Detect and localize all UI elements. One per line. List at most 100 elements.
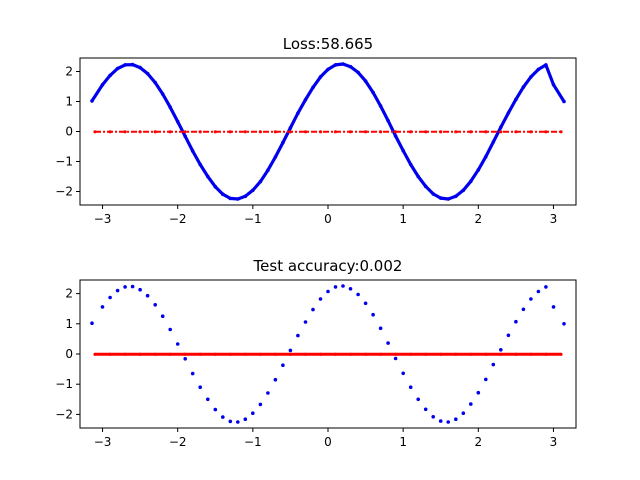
- subplot-test-accuracy-series-0-point: [536, 289, 541, 294]
- subplot-test-accuracy-series-1-point: [424, 352, 428, 356]
- subplot-loss-series-0-point: [356, 70, 360, 75]
- subplot-test-accuracy-series-0-point: [100, 305, 105, 309]
- subplot-test-accuracy: Test accuracy:0.002 −3 −2 −1 0 1 2 3 −2 −1 0 1 2: [55, 257, 577, 449]
- subplot-test-accuracy-series-0-point: [348, 287, 353, 291]
- subplot-loss-series-0-point: [499, 125, 503, 130]
- subplot-test-accuracy-series-0-point: [303, 320, 308, 324]
- subplot-loss-series-0-point: [160, 92, 165, 96]
- subplot-test-accuracy-series-0-point: [371, 312, 375, 317]
- subplot-test-accuracy-series-0-point: [333, 285, 338, 289]
- subplot-test-accuracy-series-0-point: [491, 362, 496, 367]
- subplot-test-accuracy-series-0-point: [251, 411, 255, 416]
- subplot-loss-series-1-point: [228, 130, 232, 134]
- subplot-test-accuracy-series-0-point: [363, 301, 368, 306]
- subplot-test-accuracy-series-0-point: [153, 303, 157, 307]
- subplot-test-accuracy-y-tick-label: −2: [55, 407, 73, 421]
- subplot-loss-series-0-point: [461, 188, 466, 193]
- subplot-test-accuracy-series-1-point: [544, 352, 548, 356]
- subplot-test-accuracy-y-tick-label: 0: [65, 347, 73, 361]
- subplot-loss-series-0-point: [243, 194, 248, 199]
- subplot-loss-series-0-point: [175, 119, 180, 124]
- subplot-test-accuracy-series-0-point: [416, 397, 421, 402]
- subplot-loss-series-0-point: [551, 82, 556, 87]
- subplot-loss-series-1: [93, 130, 563, 134]
- subplot-loss-series-0-point: [288, 126, 293, 130]
- subplot-test-accuracy-series-0-point: [521, 307, 526, 312]
- subplot-loss-series-0-point: [153, 80, 157, 85]
- subplot-test-accuracy-series-1-point: [243, 352, 247, 356]
- subplot-test-accuracy-series-0-point: [401, 371, 406, 376]
- subplot-test-accuracy-series-1-point: [258, 352, 262, 356]
- subplot-loss-series-0-point: [423, 184, 428, 189]
- subplot-test-accuracy-series-0-point: [551, 305, 556, 309]
- subplot-loss-series-0-point: [454, 194, 458, 199]
- subplot-test-accuracy-series-1-point: [228, 352, 232, 356]
- subplot-loss-series-0-point: [145, 71, 150, 76]
- subplot-loss-series-0-point: [401, 148, 406, 153]
- subplot-loss-x-tick-label: −3: [94, 212, 112, 226]
- subplot-loss-series-1-point: [303, 130, 308, 134]
- subplot-test-accuracy-x-tick-label: −1: [244, 435, 262, 449]
- subplot-loss-series-1-point: [559, 130, 563, 134]
- subplot-test-accuracy-series-0-point: [446, 420, 451, 424]
- subplot-loss-series-1-point: [499, 130, 503, 134]
- subplot-test-accuracy-series-1-point: [168, 352, 172, 356]
- subplot-test-accuracy-series-0-point: [115, 288, 120, 293]
- subplot-test-accuracy-series-0-point: [160, 314, 165, 319]
- subplot-test-accuracy-series-0-point: [514, 319, 518, 324]
- subplot-loss-y-tick-label: 2: [65, 65, 73, 79]
- subplot-test-accuracy-series-0-point: [198, 385, 202, 390]
- subplot-loss-series-0-point: [198, 162, 202, 167]
- subplot-loss-series-1-point: [454, 130, 458, 134]
- subplot-loss-x-tick-label: 3: [550, 212, 558, 226]
- subplot-test-accuracy-series-0-point: [130, 284, 135, 289]
- subplot-test-accuracy-series-0-point: [529, 297, 533, 301]
- subplot-test-accuracy-series-0-point: [378, 326, 383, 331]
- subplot-test-accuracy-series-1-point: [469, 352, 473, 356]
- subplot-loss-series-1-point: [364, 130, 368, 134]
- subplot-test-accuracy-series-1-point: [379, 352, 383, 356]
- subplot-loss-series-1-point: [168, 130, 172, 134]
- subplot-loss-series-0-point: [348, 64, 353, 69]
- subplot-loss-series-0-point: [311, 85, 315, 90]
- subplot-loss-series-0-point: [431, 192, 436, 196]
- subplot-test-accuracy-series-0-point: [326, 289, 330, 294]
- subplot-test-accuracy-series-0-point: [408, 385, 413, 390]
- subplot-loss-series-0-point: [469, 179, 473, 184]
- subplot-loss-series-0-point: [168, 105, 172, 109]
- subplot-loss-series-0-point: [296, 111, 300, 115]
- subplot-loss-series-0-point: [446, 197, 451, 201]
- subplot-loss-series-0-point: [333, 63, 338, 67]
- subplot-test-accuracy-series-1-point: [559, 352, 563, 356]
- subplot-test-accuracy-series-1-point: [288, 352, 292, 356]
- subplot-test-accuracy-series-1-point: [409, 352, 413, 356]
- subplot-loss-series-1-point: [348, 130, 353, 134]
- subplot-test-accuracy-series-1-point: [484, 352, 488, 356]
- subplot-test-accuracy-series-0-point: [123, 285, 127, 289]
- subplot-loss-series-0-point: [236, 197, 240, 201]
- subplot-loss-series-0-point: [90, 99, 94, 103]
- subplot-loss-series-0-point: [266, 168, 270, 172]
- subplot-test-accuracy-y-tick-label: 1: [65, 317, 73, 331]
- subplot-test-accuracy-series-0-point: [544, 285, 548, 289]
- subplot-test-accuracy-series-0-point: [221, 415, 225, 419]
- subplot-loss-series-1-point: [469, 130, 473, 134]
- subplot-test-accuracy-series-1-point: [394, 352, 398, 356]
- subplot-loss-series-0-point: [190, 149, 195, 153]
- subplot-loss-series-0-point: [536, 67, 541, 72]
- subplot-loss-series-0-point: [408, 162, 413, 167]
- subplot-loss-series-1-point: [288, 130, 292, 134]
- subplot-test-accuracy-series-0-point: [258, 402, 263, 407]
- subplot-loss-series-0-point: [138, 65, 142, 70]
- subplot-loss-series-0-point: [318, 75, 323, 79]
- subplot-test-accuracy-series-0-point: [168, 327, 172, 332]
- subplot-loss-x-tick-label: −1: [244, 212, 262, 226]
- subplot-loss-series-1-point: [318, 130, 323, 134]
- subplot-test-accuracy-series-0-point: [190, 371, 195, 376]
- subplot-test-accuracy-series-1-point: [514, 352, 518, 356]
- subplot-loss-series-0-point: [123, 63, 127, 67]
- subplot-test-accuracy-series-0-point: [476, 390, 481, 395]
- subplot-test-accuracy-series-0-point: [145, 293, 150, 298]
- subplot-test-accuracy-series-0-point: [213, 407, 218, 412]
- subplot-test-accuracy-series-0-point: [393, 356, 398, 361]
